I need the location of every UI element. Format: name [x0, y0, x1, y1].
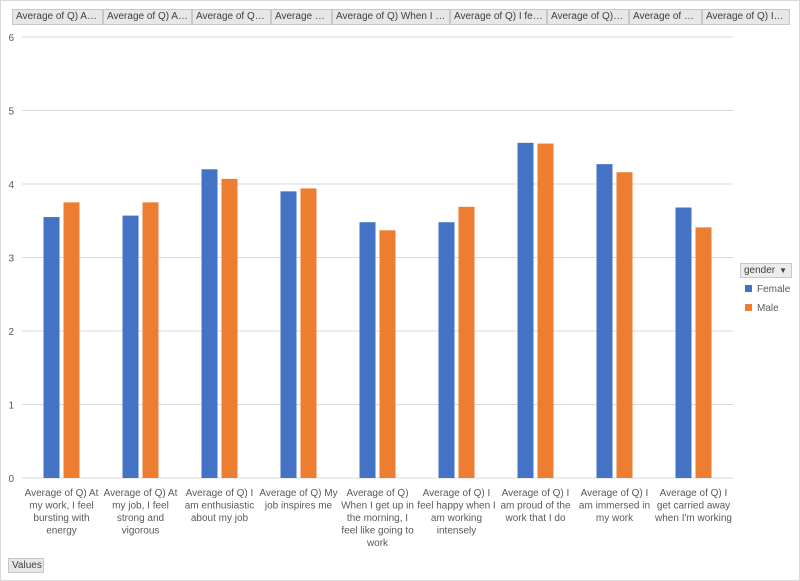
x-tick-label: Average of Q) When I get up in the morning…: [341, 488, 414, 549]
y-tick-label: 5: [8, 107, 14, 118]
bar-male-3: [221, 178, 238, 479]
y-tick-label: 4: [8, 180, 14, 191]
dropdown-arrow-icon: ▼: [779, 266, 787, 275]
field-button-2[interactable]: Average of Q) At...: [103, 9, 192, 25]
y-tick-label: 2: [8, 327, 14, 338]
y-tick-label: 3: [8, 254, 14, 265]
legend-field-button[interactable]: gender ▼: [740, 263, 792, 278]
field-button-1[interactable]: Average of Q) At my...: [12, 9, 103, 25]
legend-swatch-female: [745, 285, 752, 292]
bar-male-2: [142, 202, 159, 478]
legend-item-male: Male: [745, 303, 779, 315]
bar-male-5: [379, 230, 396, 478]
bar-female-7: [517, 142, 534, 478]
bar-female-6: [438, 222, 455, 478]
y-axis-ticks: 0 1 2 3 4 5 6: [8, 33, 14, 485]
x-axis-labels: Average of Q) At my work, I feel bursting …: [25, 488, 732, 549]
values-field-button[interactable]: Values: [8, 558, 44, 573]
y-tick-label: 0: [8, 474, 14, 485]
x-tick-label: Average of Q) At my work, I feel bursting …: [25, 488, 99, 537]
field-button-4[interactable]: Average of...: [271, 9, 332, 25]
legend-field-label: gender: [744, 265, 776, 276]
legend-item-female: Female: [745, 284, 790, 296]
gridlines: [22, 36, 733, 479]
field-button-5[interactable]: Average of Q) When I get...: [332, 9, 450, 25]
bar-female-3: [201, 169, 218, 479]
bar-female-4: [280, 191, 297, 478]
y-tick-label: 6: [8, 33, 14, 44]
bar-male-9: [695, 227, 712, 478]
field-button-9[interactable]: Average of Q) I get...: [702, 9, 790, 25]
bars: [43, 142, 712, 479]
bar-female-2: [122, 215, 139, 479]
legend-label-male: Male: [757, 303, 779, 314]
x-tick-label: Average of Q) My job inspires me: [259, 488, 337, 512]
x-tick-label: Average of Q) At my job, I feel strong and…: [104, 488, 178, 537]
legend-label-female: Female: [757, 284, 791, 295]
y-tick-label: 1: [8, 401, 14, 412]
bar-male-1: [63, 202, 80, 478]
field-button-6[interactable]: Average of Q) I feel...: [450, 9, 547, 25]
bar-female-5: [359, 222, 376, 478]
bar-male-4: [300, 188, 317, 478]
bar-female-1: [43, 217, 60, 478]
field-button-7[interactable]: Average of Q) I...: [547, 9, 629, 25]
bar-female-9: [675, 207, 692, 478]
bar-male-6: [458, 206, 475, 478]
bar-male-7: [537, 143, 554, 478]
legend-swatch-male: [745, 304, 752, 311]
bar-female-8: [596, 164, 613, 478]
field-button-8[interactable]: Average of Q) I...: [629, 9, 702, 25]
field-button-3[interactable]: Average of Q) I...: [192, 9, 271, 25]
bar-male-8: [616, 172, 633, 479]
